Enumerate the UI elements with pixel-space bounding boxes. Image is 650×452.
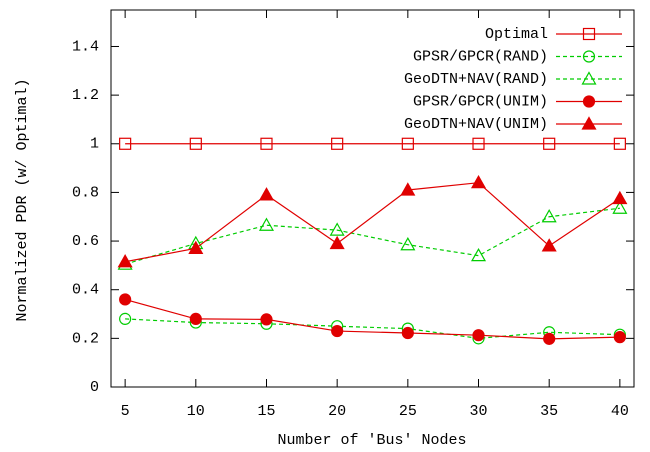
series-line	[124, 207, 620, 265]
marker	[543, 332, 556, 345]
x-tick-label: 10	[187, 403, 205, 420]
marker	[119, 293, 132, 306]
plot-frame	[110, 9, 635, 388]
x-tick-label: 30	[470, 403, 488, 420]
y-tick-label: 0.6	[72, 233, 99, 250]
marker	[188, 240, 204, 254]
marker	[470, 247, 487, 262]
x-axis-label: Number of 'Bus' Nodes	[277, 432, 466, 449]
marker	[613, 331, 626, 344]
marker	[541, 209, 557, 223]
marker	[543, 137, 556, 150]
y-tick-label: 0.8	[72, 184, 99, 201]
y-tick-label: 0.2	[72, 330, 99, 347]
marker	[472, 329, 485, 342]
marker	[119, 312, 132, 325]
marker	[401, 326, 414, 340]
y-tick-label: 1.2	[72, 87, 99, 104]
series-line	[124, 298, 620, 340]
legend-marker	[582, 95, 596, 108]
legend-marker	[581, 116, 597, 130]
legend-label: GPSR/GPCR(RAND)	[413, 48, 548, 65]
marker	[541, 238, 557, 252]
marker	[329, 235, 345, 250]
legend-marker	[582, 50, 596, 63]
marker	[117, 254, 133, 268]
legend-label: Optimal	[485, 26, 548, 43]
series-line	[125, 318, 620, 339]
marker	[400, 236, 416, 251]
marker	[189, 137, 202, 150]
marker	[260, 137, 273, 150]
marker	[258, 187, 275, 201]
marker	[612, 200, 628, 214]
legend-label: GeoDTN+NAV(RAND)	[404, 71, 548, 88]
marker	[331, 324, 344, 338]
y-axis-label: Normalized PDR (w/ Optimal)	[14, 78, 31, 321]
legend-label: GeoDTN+NAV(UNIM)	[404, 116, 548, 133]
x-tick-label: 40	[611, 403, 629, 420]
y-tick-label: 0	[90, 379, 99, 396]
x-tick-label: 35	[540, 403, 558, 420]
x-tick-label: 25	[399, 403, 417, 420]
x-tick-label: 20	[328, 403, 346, 420]
marker	[400, 182, 416, 196]
y-tick-label: 1	[90, 136, 99, 153]
marker	[472, 137, 485, 150]
y-tick-label: 0.4	[72, 282, 99, 299]
marker	[329, 222, 345, 236]
marker	[401, 137, 414, 150]
marker	[119, 137, 132, 150]
y-tick-label: 1.4	[72, 38, 99, 55]
marker	[613, 137, 626, 150]
x-tick-label: 5	[121, 403, 130, 420]
marker	[612, 190, 628, 205]
legend-label: GPSR/GPCR(UNIM)	[413, 93, 548, 110]
marker	[470, 174, 487, 189]
legend-marker	[581, 71, 597, 85]
marker	[258, 217, 275, 231]
series-line	[125, 182, 621, 263]
marker	[260, 313, 273, 326]
x-tick-label: 15	[257, 403, 275, 420]
marker	[331, 137, 344, 150]
legend-marker	[582, 27, 596, 41]
marker	[189, 312, 202, 325]
